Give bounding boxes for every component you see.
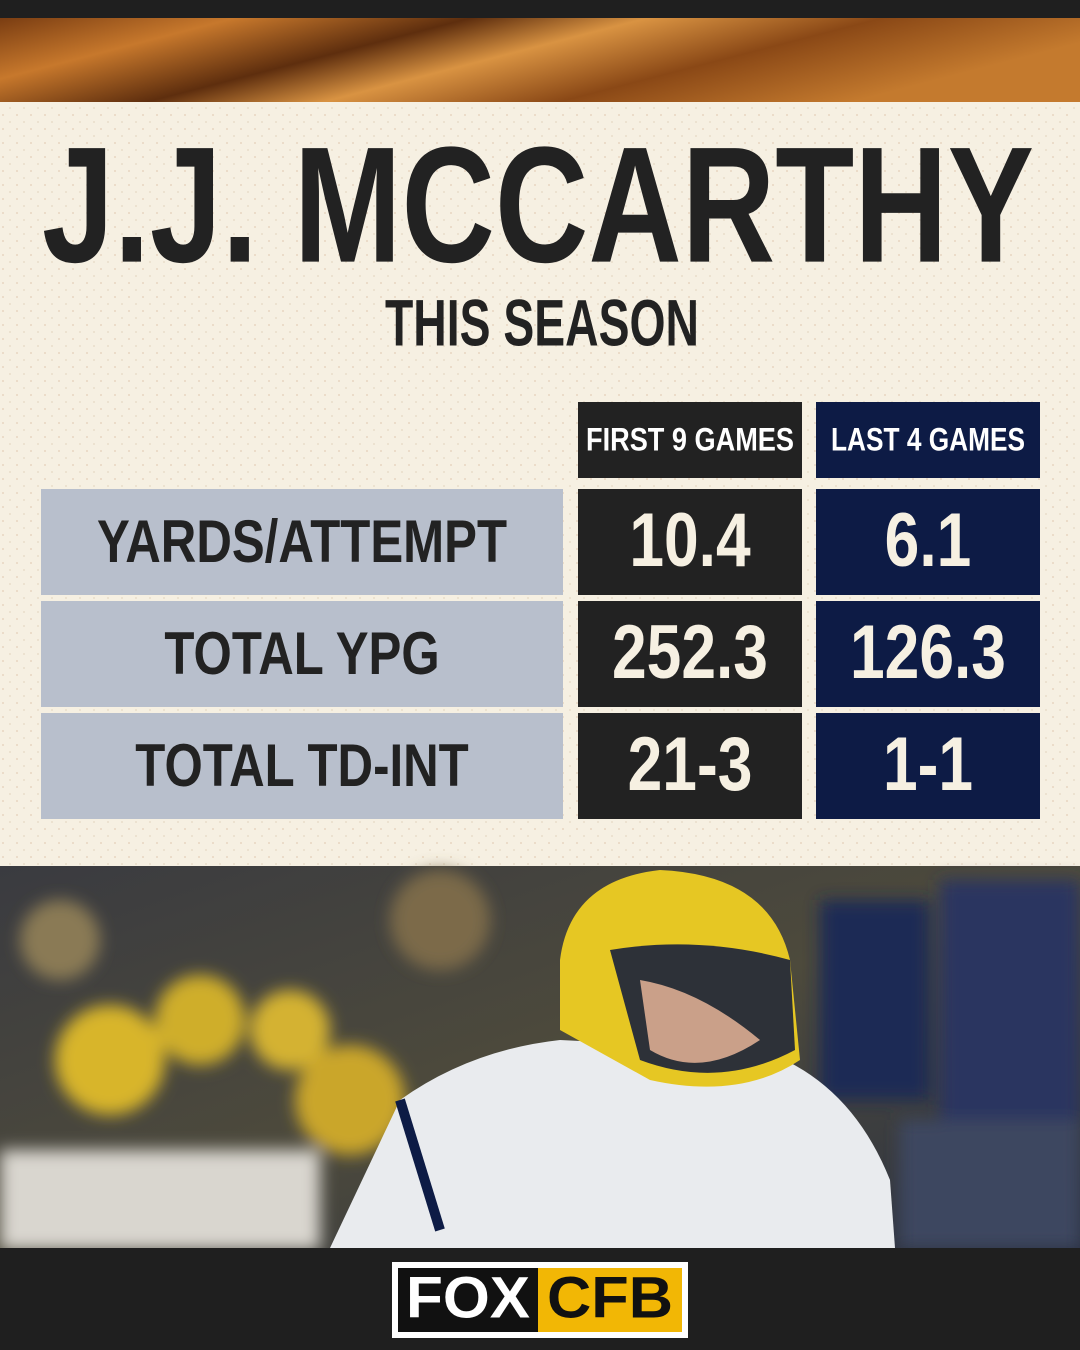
logo-text: CFB bbox=[547, 1265, 673, 1330]
wood-texture bbox=[0, 18, 1080, 102]
row-label: TOTAL YPG bbox=[164, 620, 439, 687]
cell-value: 126.3 bbox=[850, 610, 1006, 695]
subtitle: THIS SEASON bbox=[385, 285, 699, 359]
row-label: TOTAL TD-INT bbox=[135, 732, 468, 799]
column-header-cell bbox=[816, 402, 1040, 478]
table-cell bbox=[578, 489, 802, 595]
title: J.J. MCCARTHY bbox=[42, 113, 1034, 297]
table-cell bbox=[816, 713, 1040, 819]
cell-value: 1-1 bbox=[883, 722, 973, 807]
cell-value: 10.4 bbox=[629, 498, 750, 583]
table-cell bbox=[41, 601, 563, 707]
table-cell bbox=[578, 713, 802, 819]
table-cell bbox=[816, 489, 1040, 595]
cell-value: 252.3 bbox=[612, 610, 768, 695]
row-label: YARDS/ATTEMPT bbox=[97, 508, 507, 575]
cell-value: 21-3 bbox=[628, 722, 753, 807]
cell-value: 6.1 bbox=[885, 498, 972, 583]
logo-left bbox=[398, 1268, 538, 1332]
column-header: LAST 4 GAMES bbox=[831, 421, 1025, 457]
table-cell bbox=[41, 713, 563, 819]
table-cell bbox=[41, 489, 563, 595]
logo-text: FOX bbox=[406, 1265, 530, 1330]
top-strip bbox=[0, 0, 1080, 18]
photo bbox=[0, 866, 1080, 1250]
column-header: FIRST 9 GAMES bbox=[586, 421, 794, 457]
table-cell bbox=[578, 601, 802, 707]
table-cell bbox=[816, 601, 1040, 707]
column-header-cell bbox=[578, 402, 802, 478]
logo-right bbox=[538, 1268, 682, 1332]
table-rows: YARDS/ATTEMPT 10.4 6.1 TOTAL YPG 252.3 126.3 T… bbox=[41, 489, 1040, 819]
